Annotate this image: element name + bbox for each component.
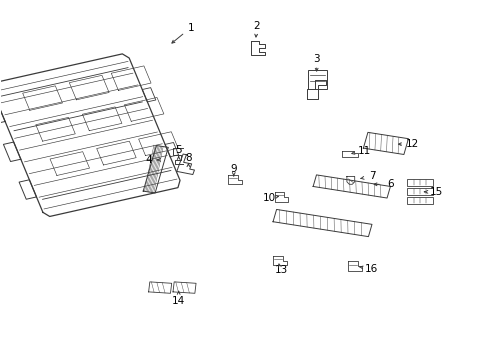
- Text: 8: 8: [185, 153, 191, 163]
- Text: 2: 2: [253, 21, 260, 31]
- Text: 9: 9: [230, 164, 237, 174]
- Text: 7: 7: [368, 171, 375, 181]
- Text: 10: 10: [262, 193, 275, 203]
- Text: 13: 13: [274, 265, 287, 275]
- Bar: [308, 70, 326, 89]
- Text: 15: 15: [428, 187, 442, 197]
- Text: 16: 16: [364, 264, 377, 274]
- Text: 1: 1: [187, 23, 194, 33]
- Text: 5: 5: [175, 145, 182, 155]
- Bar: [407, 179, 432, 186]
- Text: 11: 11: [357, 145, 370, 156]
- Text: 3: 3: [313, 54, 319, 64]
- Text: 4: 4: [145, 155, 151, 165]
- Text: 14: 14: [172, 296, 185, 306]
- Bar: [407, 188, 432, 195]
- Text: 6: 6: [386, 179, 393, 189]
- Bar: [407, 197, 432, 204]
- Text: 12: 12: [405, 139, 419, 149]
